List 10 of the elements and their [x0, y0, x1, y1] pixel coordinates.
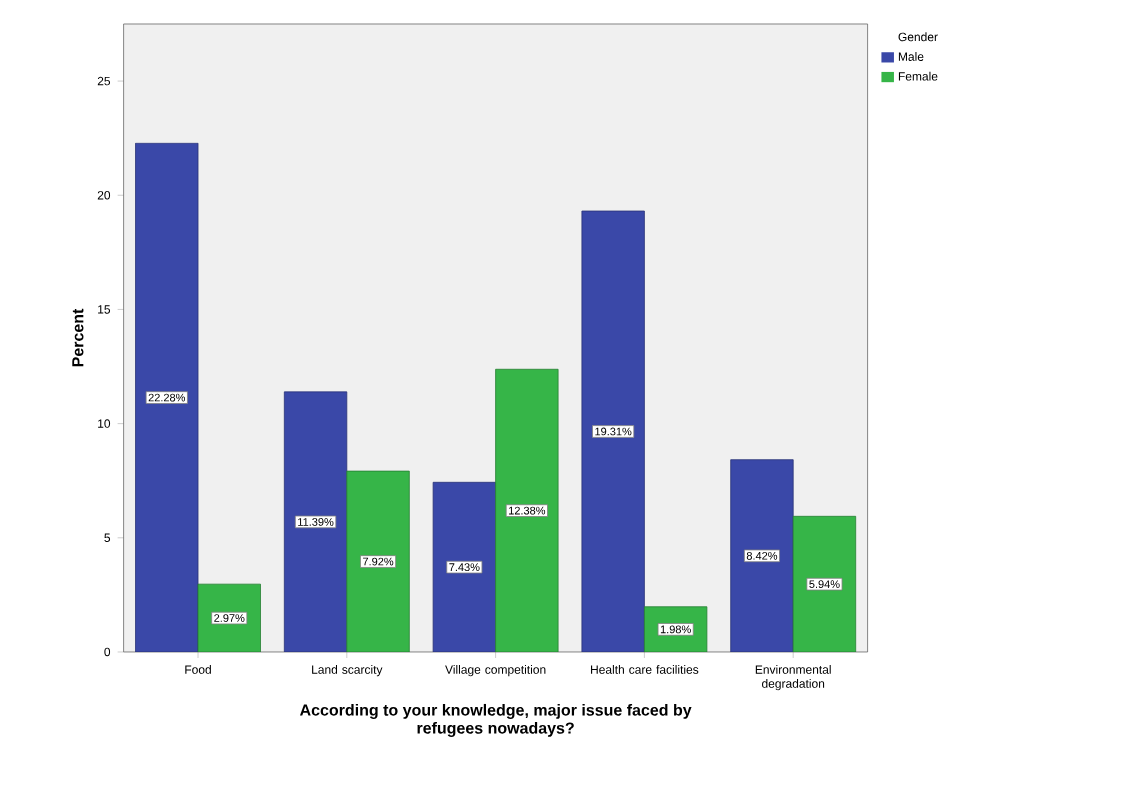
x-axis-title: According to your knowledge, major issue faced by refugees nowadays?: [299, 703, 692, 737]
bar: [730, 459, 794, 652]
y-axis-title: Percent: [72, 308, 84, 367]
bar: [432, 481, 497, 652]
bar: [283, 391, 348, 652]
bar: [346, 470, 410, 652]
bar: [135, 142, 199, 652]
bar: [792, 515, 857, 652]
bar: [495, 368, 559, 652]
bar: [581, 210, 645, 652]
